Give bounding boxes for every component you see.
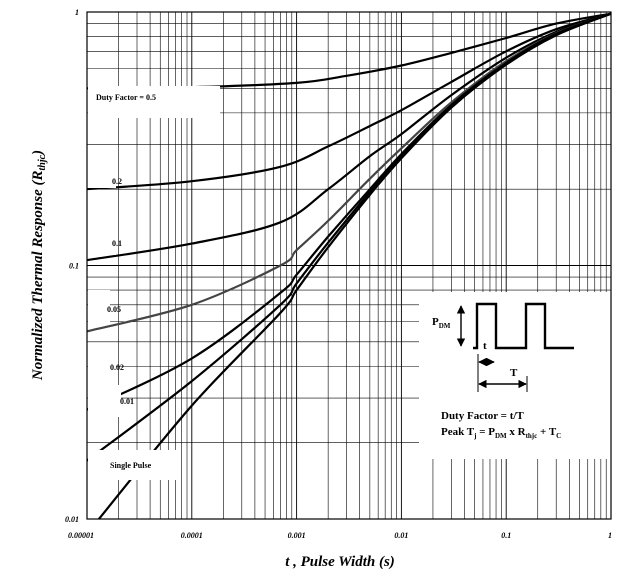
y-axis-title: Normalized Thermal Response (Rthjc) (30, 150, 48, 381)
y-tick-label: 0.01 (65, 515, 79, 524)
curve-label: 0.02 (110, 363, 124, 372)
pulse-waveform (473, 302, 574, 350)
y-axis-title-sub: thjc (37, 154, 48, 170)
x-tick-label: 0.001 (288, 531, 306, 540)
x-tick-label: 0.1 (501, 531, 511, 540)
curve-label-bg (88, 161, 116, 188)
x-axis-title: t , Pulse Width (s) (285, 554, 395, 570)
y-axis-title-main: Normalized Thermal Response (R (30, 170, 46, 381)
pdm-label: PDM (432, 316, 451, 330)
curve-label: Single Pulse (110, 461, 152, 470)
formula-inset: PDM t T Duty Factor = t/T Peak Tj = PDM x Rt… (419, 292, 611, 459)
series-line-3 (86, 12, 612, 333)
y-tick-label: 0.1 (69, 262, 79, 271)
curve-label: 0.01 (120, 397, 134, 406)
peak-tj-formula: Peak Tj = PDM x Rthjc + TC (441, 426, 561, 440)
y-axis-title-end: ) (30, 150, 46, 157)
duty-factor-formula: Duty Factor = t/T (441, 410, 524, 422)
curve-label: 0.1 (112, 239, 122, 248)
y-tick-label: 1 (75, 8, 79, 17)
x-tick-label: 1 (608, 531, 612, 540)
plot-frame (86, 11, 612, 520)
curve-label: Duty Factor = 0.5 (96, 93, 156, 102)
series-line-6 (98, 12, 612, 520)
curve-label-bg (88, 450, 181, 480)
y-tick-labels: 0.01 0.1 1 (65, 8, 79, 524)
x-tick-label: 0.0001 (181, 531, 203, 540)
t-label: t (483, 340, 487, 352)
series-line-1 (86, 12, 612, 191)
x-tick-label: 0.00001 (68, 531, 94, 540)
T-label: T (510, 367, 518, 379)
series-line-2 (86, 12, 612, 262)
inset-bg (419, 292, 611, 459)
curve-label-bg (88, 86, 220, 118)
curve-label-bg (88, 385, 121, 417)
curve-label: 0.2 (112, 177, 122, 186)
curve-label-bg (88, 350, 116, 378)
x-tick-label: 0.01 (394, 531, 408, 540)
curve-label-bg (88, 290, 110, 322)
x-tick-labels: 0.00001 0.0001 0.001 0.01 0.1 1 (68, 531, 612, 540)
curve-label-boxes: Duty Factor = 0.5 0.2 0.1 0.05 0.02 0.01 Singl… (88, 86, 220, 480)
curve-label-bg (88, 220, 116, 255)
curve-label: 0.05 (107, 305, 121, 314)
